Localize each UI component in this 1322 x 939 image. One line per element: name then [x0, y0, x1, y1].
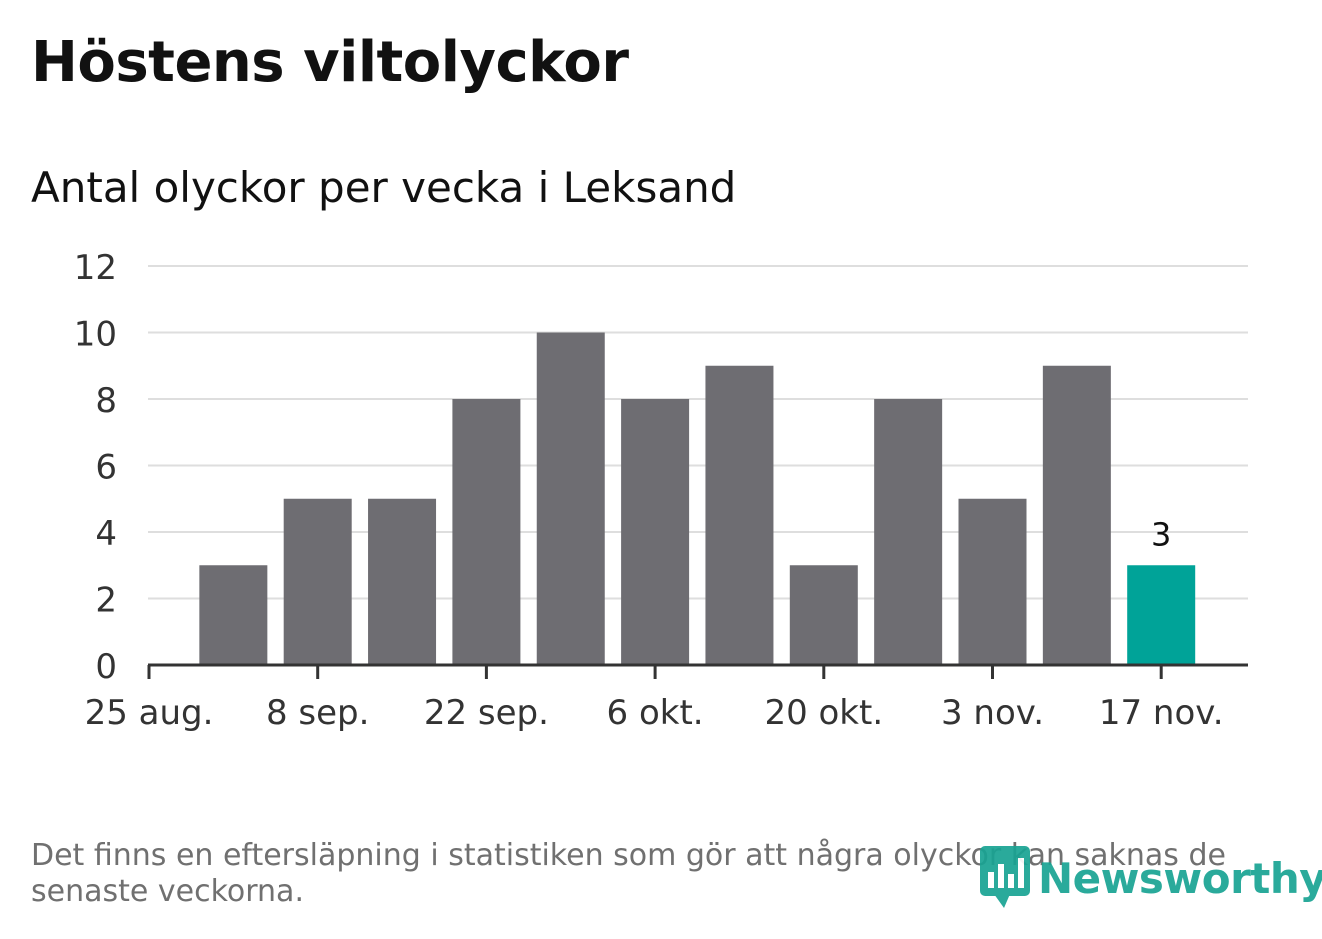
bar	[621, 399, 690, 665]
y-tick-label: 2	[95, 581, 117, 621]
bar-chart-speech-bubble-icon	[980, 846, 1030, 908]
x-tick-label: 22 sep.	[424, 693, 549, 733]
x-tick-label: 25 aug.	[85, 693, 214, 733]
y-tick-label: 10	[74, 315, 117, 355]
bar	[536, 332, 605, 665]
x-tick-label: 8 sep.	[266, 693, 369, 733]
bar	[874, 399, 943, 665]
x-tick-label: 20 okt.	[764, 693, 883, 733]
chart-title: Höstens viltolyckor	[31, 30, 629, 95]
x-tick-label: 17 nov.	[1099, 693, 1224, 733]
data-label: 3	[1151, 515, 1171, 553]
bar	[368, 498, 437, 665]
x-tick-label: 6 okt.	[607, 693, 704, 733]
bar-highlighted	[1127, 565, 1196, 665]
bar	[789, 565, 858, 665]
newsworthy-logo[interactable]: Newsworthy	[980, 846, 1322, 910]
bar	[283, 498, 352, 665]
bar	[452, 399, 521, 665]
y-tick-label: 6	[95, 448, 117, 488]
y-tick-label: 8	[95, 381, 117, 421]
y-tick-label: 0	[95, 647, 117, 687]
bar	[1042, 365, 1111, 665]
chart-subtitle: Antal olyckor per vecka i Leksand	[31, 163, 737, 212]
y-tick-label: 4	[95, 514, 117, 554]
bar	[199, 565, 268, 665]
x-tick-label: 3 nov.	[941, 693, 1044, 733]
y-tick-label: 12	[74, 248, 117, 288]
brand-name: Newsworthy	[1038, 853, 1322, 903]
bar	[705, 365, 774, 665]
bar	[958, 498, 1027, 665]
